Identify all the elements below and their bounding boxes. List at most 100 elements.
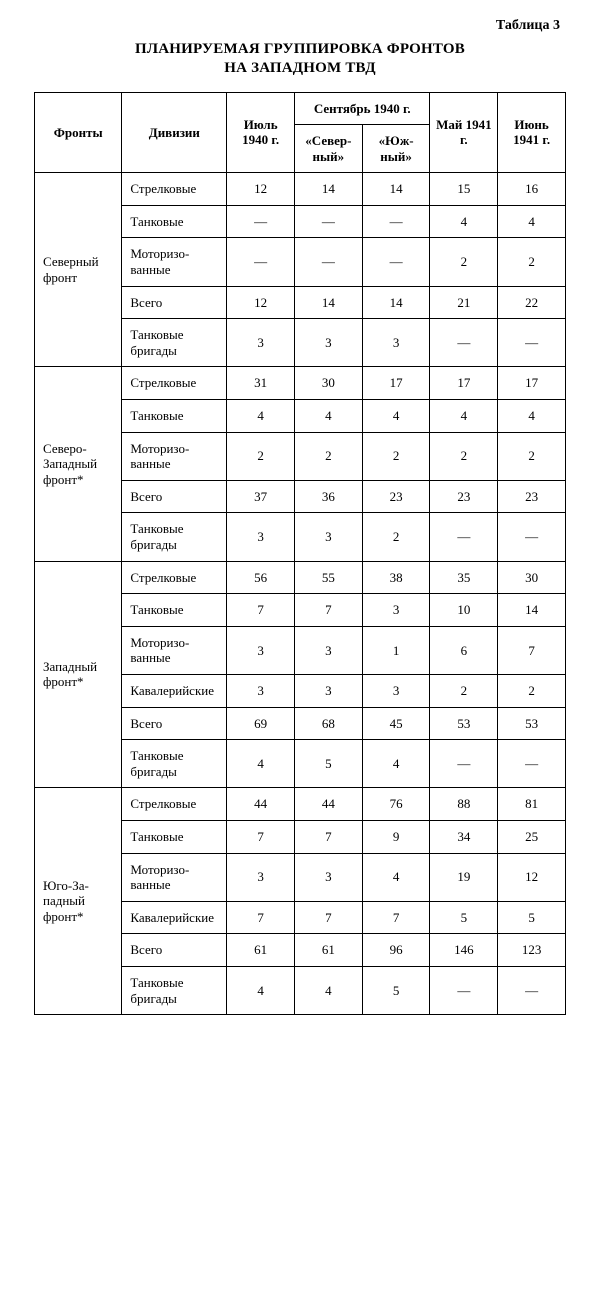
value-cell: 34 (430, 820, 498, 853)
table-header: Фронты Дивизии Июль 1940 г. Сентябрь 194… (35, 92, 566, 173)
value-cell: 55 (295, 561, 363, 594)
title-line-2: НА ЗАПАДНОМ ТВД (224, 60, 375, 76)
value-cell: 14 (498, 594, 566, 627)
division-type-cell: Танковые бригады (122, 513, 227, 561)
col-header-june-1941: Июнь 1941 г. (498, 92, 566, 173)
value-cell: 30 (498, 561, 566, 594)
value-cell: 30 (295, 367, 363, 400)
value-cell: 4 (498, 400, 566, 433)
value-cell: 31 (227, 367, 295, 400)
value-cell: 38 (362, 561, 430, 594)
front-name-cell: Северный фронт (35, 173, 122, 367)
value-cell: 2 (498, 238, 566, 286)
value-cell: 3 (227, 626, 295, 674)
col-header-july-1940: Июль 1940 г. (227, 92, 295, 173)
division-type-cell: Всего (122, 286, 227, 319)
value-cell: 4 (295, 400, 363, 433)
value-cell: 3 (227, 674, 295, 707)
value-cell: 2 (295, 432, 363, 480)
division-type-cell: Танковые бригады (122, 740, 227, 788)
value-cell: 7 (362, 901, 430, 934)
division-type-cell: Танковые (122, 820, 227, 853)
value-cell: 16 (498, 173, 566, 206)
division-type-cell: Танковые бригады (122, 319, 227, 367)
value-cell: — (430, 966, 498, 1014)
division-type-cell: Кавалерий­ские (122, 901, 227, 934)
value-cell: 12 (227, 173, 295, 206)
value-cell: 44 (295, 788, 363, 821)
value-cell: — (498, 740, 566, 788)
value-cell: 12 (498, 853, 566, 901)
value-cell: 14 (362, 173, 430, 206)
value-cell: 53 (498, 707, 566, 740)
division-type-cell: Стрелковые (122, 173, 227, 206)
value-cell: — (295, 238, 363, 286)
value-cell: 45 (362, 707, 430, 740)
value-cell: 2 (498, 432, 566, 480)
value-cell: 12 (227, 286, 295, 319)
front-name-cell: Юго-За­падный фронт* (35, 788, 122, 1015)
division-type-cell: Моторизо­ванные (122, 626, 227, 674)
division-type-cell: Моторизо­ванные (122, 432, 227, 480)
value-cell: 25 (498, 820, 566, 853)
value-cell: 69 (227, 707, 295, 740)
value-cell: 5 (430, 901, 498, 934)
value-cell: 2 (227, 432, 295, 480)
col-header-may-1941: Май 1941 г. (430, 92, 498, 173)
value-cell: 23 (362, 480, 430, 513)
value-cell: 14 (295, 286, 363, 319)
division-type-cell: Стрелковые (122, 367, 227, 400)
value-cell: 61 (295, 934, 363, 967)
division-type-cell: Кавалерий­ские (122, 674, 227, 707)
division-type-cell: Танковые (122, 594, 227, 627)
value-cell: 2 (362, 513, 430, 561)
value-cell: 2 (498, 674, 566, 707)
value-cell: — (295, 205, 363, 238)
division-type-cell: Всего (122, 480, 227, 513)
value-cell: 7 (227, 901, 295, 934)
value-cell: 6 (430, 626, 498, 674)
division-type-cell: Моторизо­ванные (122, 238, 227, 286)
value-cell: 19 (430, 853, 498, 901)
value-cell: 96 (362, 934, 430, 967)
value-cell: 3 (295, 513, 363, 561)
value-cell: 7 (295, 901, 363, 934)
division-type-cell: Стрелковые (122, 788, 227, 821)
document-page: Таблица 3 ПЛАНИРУЕМАЯ ГРУППИРОВКА ФРОНТО… (0, 0, 600, 1045)
value-cell: — (362, 238, 430, 286)
value-cell: 7 (498, 626, 566, 674)
value-cell: 3 (227, 319, 295, 367)
front-name-cell: Северо-Западный фронт* (35, 367, 122, 561)
division-type-cell: Всего (122, 707, 227, 740)
value-cell: 4 (362, 853, 430, 901)
value-cell: 4 (295, 966, 363, 1014)
value-cell: — (498, 319, 566, 367)
division-type-cell: Танковые (122, 205, 227, 238)
value-cell: 17 (362, 367, 430, 400)
value-cell: 35 (430, 561, 498, 594)
value-cell: 5 (362, 966, 430, 1014)
value-cell: 10 (430, 594, 498, 627)
value-cell: 5 (295, 740, 363, 788)
value-cell: 4 (362, 740, 430, 788)
division-type-cell: Танковые бригады (122, 966, 227, 1014)
value-cell: 3 (295, 853, 363, 901)
value-cell: 7 (227, 820, 295, 853)
value-cell: 37 (227, 480, 295, 513)
value-cell: 23 (498, 480, 566, 513)
value-cell: — (227, 238, 295, 286)
value-cell: — (227, 205, 295, 238)
value-cell: 3 (295, 674, 363, 707)
col-header-divisions: Дивизии (122, 92, 227, 173)
fronts-table: Фронты Дивизии Июль 1940 г. Сентябрь 194… (34, 92, 566, 1016)
value-cell: 23 (430, 480, 498, 513)
value-cell: 5 (498, 901, 566, 934)
value-cell: 7 (227, 594, 295, 627)
value-cell: 1 (362, 626, 430, 674)
value-cell: 21 (430, 286, 498, 319)
table-row: Северо-Западный фронт*Стрелковые31301717… (35, 367, 566, 400)
value-cell: 3 (362, 319, 430, 367)
value-cell: 4 (430, 205, 498, 238)
table-row: Северный фронтСтрелковые1214141516 (35, 173, 566, 206)
value-cell: 3 (295, 626, 363, 674)
